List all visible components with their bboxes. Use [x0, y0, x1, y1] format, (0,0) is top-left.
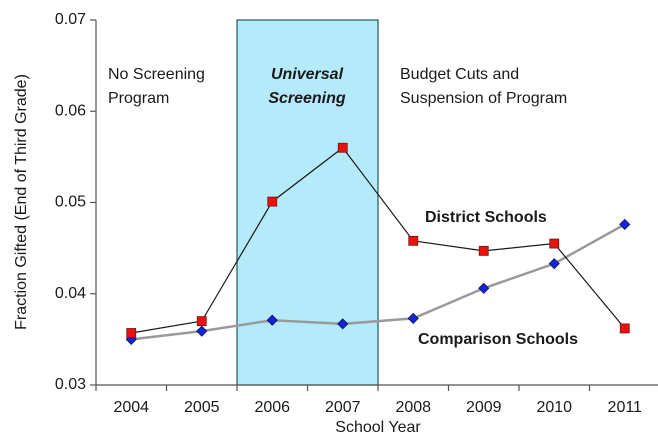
y-tick-label: 0.03 — [55, 376, 86, 393]
x-tick-label: 2009 — [466, 399, 502, 416]
marker — [549, 238, 560, 249]
marker — [337, 142, 348, 153]
legend-label: District Schools — [425, 209, 547, 226]
series-line — [131, 223, 626, 341]
annotation: Program — [108, 90, 169, 107]
y-tick-label: 0.07 — [55, 11, 86, 28]
marker — [619, 218, 631, 230]
x-tick-label: 2010 — [536, 399, 572, 416]
y-axis-label: Fraction Gifted (End of Third Grade) — [13, 74, 30, 330]
annotation: Budget Cuts and — [400, 66, 519, 83]
marker — [337, 318, 349, 330]
annotation: Suspension of Program — [400, 90, 567, 107]
x-axis-label: School Year — [335, 419, 421, 436]
legend-label: Comparison Schools — [418, 331, 578, 348]
marker — [478, 282, 490, 294]
annotation: Universal — [271, 66, 344, 83]
marker — [619, 323, 630, 334]
series-line — [131, 146, 626, 334]
x-tick-label: 2004 — [113, 399, 149, 416]
marker — [126, 328, 137, 338]
x-tick-label: 2006 — [254, 399, 290, 416]
marker — [548, 258, 560, 270]
annotation: No Screening — [108, 66, 205, 83]
marker — [478, 245, 489, 256]
y-tick-label: 0.04 — [55, 285, 86, 302]
marker — [266, 314, 278, 326]
marker — [196, 316, 207, 327]
annotation: Screening — [268, 90, 346, 107]
y-tick-label: 0.05 — [55, 194, 86, 211]
marker — [407, 312, 419, 324]
x-tick-label: 2011 — [608, 399, 643, 416]
x-tick-label: 2008 — [395, 399, 431, 416]
y-tick-label: 0.06 — [55, 102, 86, 119]
marker — [267, 196, 278, 207]
x-tick-label: 2007 — [325, 399, 361, 416]
marker — [408, 235, 419, 246]
x-tick-label: 2005 — [184, 399, 220, 416]
marker — [196, 325, 208, 337]
